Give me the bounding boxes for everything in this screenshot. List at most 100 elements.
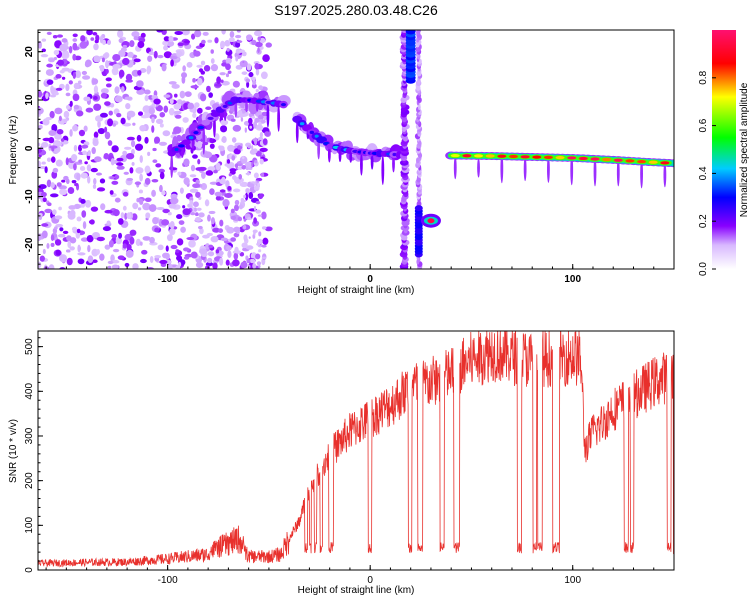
noise-blob xyxy=(239,60,248,68)
strong-trace-peak xyxy=(602,157,612,162)
noise-blob xyxy=(241,164,247,170)
strong-trace-peak xyxy=(625,159,635,163)
noise-blob xyxy=(112,123,117,127)
noise-blob xyxy=(169,55,178,60)
noise-blob xyxy=(159,259,168,265)
rising-trace-peak xyxy=(188,136,194,140)
noise-blob xyxy=(258,249,262,253)
noise-blob xyxy=(86,234,94,243)
strong-trace-stem xyxy=(593,155,597,187)
noise-blob xyxy=(112,63,121,70)
rising-trace-peak xyxy=(174,147,179,152)
noise-blob xyxy=(38,142,41,147)
noise-blob xyxy=(122,191,129,197)
noise-blob xyxy=(144,197,152,202)
noise-blob xyxy=(55,249,61,256)
noise-blob xyxy=(255,150,262,157)
noise-blob xyxy=(243,218,247,222)
noise-blob xyxy=(100,88,109,94)
noise-blob xyxy=(241,71,248,75)
noise-blob xyxy=(242,61,245,64)
strong-trace-peak xyxy=(474,154,484,158)
noise-blob xyxy=(208,244,214,249)
noise-blob xyxy=(196,207,202,211)
figure-title: S197.2025.280.03.48.C26 xyxy=(274,2,438,18)
dip-trace-stem xyxy=(327,146,331,163)
noise-blob xyxy=(117,30,124,38)
noise-blob xyxy=(210,49,214,54)
noise-blob xyxy=(242,224,247,230)
noise-blob xyxy=(111,264,119,269)
colorbar-tick-label: 0.4 xyxy=(698,166,709,180)
noise-blob xyxy=(261,226,267,230)
noise-blob xyxy=(166,234,173,242)
noise-blob xyxy=(85,107,94,113)
noise-blob xyxy=(196,107,203,114)
noise-blob xyxy=(131,161,135,166)
noise-blob xyxy=(104,244,111,250)
noise-blob xyxy=(114,197,121,203)
y-tick-label: 0 xyxy=(24,567,35,573)
noise-blob xyxy=(77,252,86,256)
noise-blob xyxy=(197,225,203,230)
noise-blob xyxy=(262,138,268,146)
noise-blob xyxy=(178,220,185,225)
noise-blob xyxy=(117,218,124,225)
noise-blob xyxy=(250,76,256,81)
noise-blob xyxy=(91,147,96,155)
noise-blob xyxy=(65,83,70,92)
noise-blob xyxy=(186,61,193,68)
noise-blob xyxy=(107,39,112,45)
noise-blob xyxy=(104,101,111,106)
noise-blob xyxy=(233,204,239,212)
noise-blob xyxy=(163,36,170,42)
noise-blob xyxy=(253,205,257,212)
rising-trace-stem xyxy=(245,100,248,113)
noise-blob xyxy=(76,216,82,222)
noise-blob xyxy=(48,130,57,136)
rising-trace-core xyxy=(210,111,221,117)
strong-trace-peak xyxy=(590,157,600,161)
noise-blob xyxy=(233,252,239,260)
noise-blob xyxy=(45,69,54,76)
noise-blob xyxy=(92,31,98,36)
noise-blob xyxy=(169,220,175,229)
noise-blob xyxy=(220,237,228,242)
noise-blob xyxy=(207,257,213,264)
noise-blob xyxy=(57,59,65,66)
noise-blob xyxy=(44,208,53,214)
noise-blob xyxy=(227,144,235,152)
noise-blob xyxy=(127,51,134,58)
noise-blob xyxy=(93,55,101,63)
noise-blob xyxy=(147,151,151,157)
noise-blob xyxy=(179,187,184,194)
noise-blob xyxy=(173,110,182,115)
noise-blob xyxy=(59,69,65,74)
noise-blob xyxy=(205,170,214,176)
noise-blob xyxy=(133,35,139,41)
noise-blob xyxy=(236,30,241,33)
noise-blob xyxy=(210,235,219,243)
noise-blob xyxy=(186,236,195,241)
noise-blob xyxy=(111,180,119,185)
noise-blob xyxy=(257,47,260,54)
noise-blob xyxy=(213,169,218,174)
strong-trace-peak xyxy=(532,155,542,159)
noise-blob xyxy=(240,198,245,203)
noise-blob xyxy=(215,249,220,254)
noise-blob xyxy=(72,71,77,79)
noise-blob xyxy=(255,88,259,93)
noise-blob xyxy=(209,181,218,185)
noise-blob xyxy=(224,39,231,47)
noise-blob xyxy=(161,30,167,35)
noise-blob xyxy=(148,51,155,56)
noise-blob xyxy=(38,40,42,49)
noise-blob xyxy=(247,183,255,188)
noise-blob xyxy=(71,226,78,232)
noise-blob xyxy=(99,253,105,261)
snr-y-ticks: 0 100 200 300 400 500 xyxy=(24,337,43,573)
noise-blob xyxy=(246,34,253,41)
noise-blob xyxy=(96,248,100,255)
noise-blob xyxy=(153,136,161,144)
noise-blob xyxy=(249,125,253,129)
